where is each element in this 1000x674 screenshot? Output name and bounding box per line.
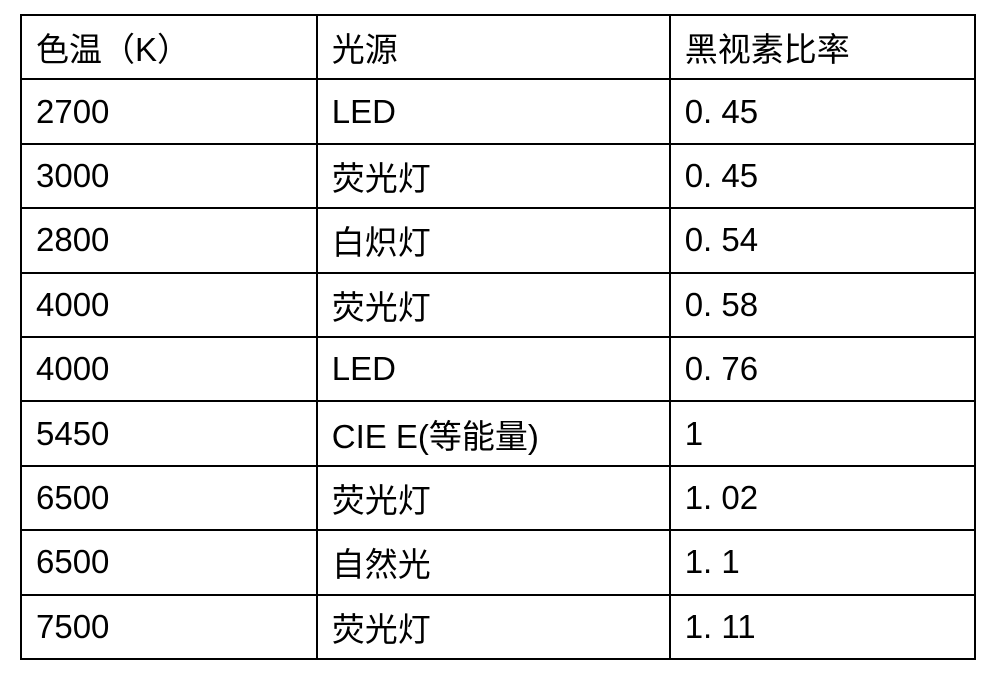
cell-light-source: 自然光 (317, 530, 670, 594)
cell-light-source: 白炽灯 (317, 208, 670, 272)
cell-melanopic-ratio: 0. 58 (670, 273, 975, 337)
cell-light-source: 荧光灯 (317, 144, 670, 208)
cell-melanopic-ratio: 0. 76 (670, 337, 975, 401)
cell-melanopic-ratio: 1. 02 (670, 466, 975, 530)
data-table-container: 色温（K） 光源 黑视素比率 2700 LED 0. 45 3000 荧光灯 0… (0, 0, 1000, 674)
table-row: 2700 LED 0. 45 (21, 79, 975, 143)
cell-melanopic-ratio: 0. 45 (670, 144, 975, 208)
table-header-row: 色温（K） 光源 黑视素比率 (21, 15, 975, 79)
table-row: 6500 荧光灯 1. 02 (21, 466, 975, 530)
table-row: 2800 白炽灯 0. 54 (21, 208, 975, 272)
cell-color-temp: 4000 (21, 337, 317, 401)
table-row: 5450 CIE E(等能量) 1 (21, 401, 975, 465)
cell-color-temp: 2800 (21, 208, 317, 272)
cell-color-temp: 6500 (21, 466, 317, 530)
cell-color-temp: 3000 (21, 144, 317, 208)
cell-melanopic-ratio: 0. 45 (670, 79, 975, 143)
table-row: 4000 LED 0. 76 (21, 337, 975, 401)
cell-melanopic-ratio: 1. 1 (670, 530, 975, 594)
table-row: 3000 荧光灯 0. 45 (21, 144, 975, 208)
cell-melanopic-ratio: 1. 11 (670, 595, 975, 659)
cell-color-temp: 6500 (21, 530, 317, 594)
header-cell-melanopic-ratio: 黑视素比率 (670, 15, 975, 79)
header-cell-color-temp: 色温（K） (21, 15, 317, 79)
cell-light-source: LED (317, 79, 670, 143)
cell-light-source: 荧光灯 (317, 273, 670, 337)
cell-color-temp: 2700 (21, 79, 317, 143)
table-row: 4000 荧光灯 0. 58 (21, 273, 975, 337)
cell-color-temp: 4000 (21, 273, 317, 337)
cell-color-temp: 5450 (21, 401, 317, 465)
cell-light-source: 荧光灯 (317, 595, 670, 659)
cell-melanopic-ratio: 1 (670, 401, 975, 465)
cell-light-source: 荧光灯 (317, 466, 670, 530)
cell-melanopic-ratio: 0. 54 (670, 208, 975, 272)
header-cell-light-source: 光源 (317, 15, 670, 79)
cell-light-source: CIE E(等能量) (317, 401, 670, 465)
melanopic-ratio-table: 色温（K） 光源 黑视素比率 2700 LED 0. 45 3000 荧光灯 0… (20, 14, 976, 660)
table-row: 7500 荧光灯 1. 11 (21, 595, 975, 659)
table-row: 6500 自然光 1. 1 (21, 530, 975, 594)
cell-light-source: LED (317, 337, 670, 401)
cell-color-temp: 7500 (21, 595, 317, 659)
